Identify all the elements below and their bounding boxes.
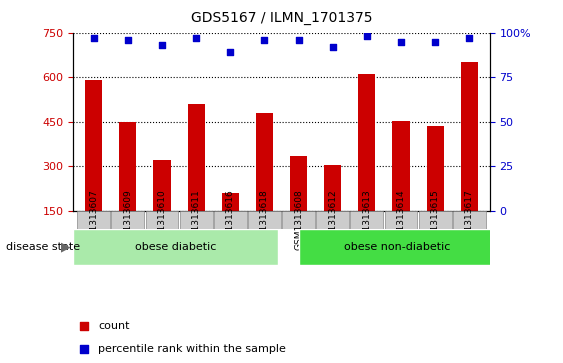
Text: GSM1313607: GSM1313607	[89, 189, 98, 250]
Text: GSM1313618: GSM1313618	[260, 189, 269, 250]
FancyBboxPatch shape	[180, 211, 212, 229]
FancyBboxPatch shape	[385, 211, 417, 229]
Text: GSM1313609: GSM1313609	[123, 189, 132, 250]
Bar	[461, 62, 478, 255]
Text: obese non-diabetic: obese non-diabetic	[345, 242, 451, 252]
Text: GDS5167 / ILMN_1701375: GDS5167 / ILMN_1701375	[191, 11, 372, 25]
Point	[294, 37, 303, 43]
Bar	[222, 193, 239, 255]
FancyBboxPatch shape	[214, 211, 247, 229]
FancyBboxPatch shape	[351, 211, 383, 229]
Bar	[85, 80, 102, 255]
FancyBboxPatch shape	[146, 211, 178, 229]
Point	[328, 44, 337, 50]
Bar	[358, 74, 376, 255]
Point	[123, 37, 132, 43]
Text: GSM1313611: GSM1313611	[191, 189, 200, 250]
Text: GSM1313610: GSM1313610	[158, 189, 167, 250]
Text: GSM1313613: GSM1313613	[363, 189, 372, 250]
Point	[158, 42, 167, 48]
Point	[226, 49, 235, 55]
Point	[260, 37, 269, 43]
Bar	[392, 121, 409, 255]
FancyBboxPatch shape	[419, 211, 452, 229]
Point	[431, 38, 440, 44]
FancyBboxPatch shape	[73, 229, 278, 265]
Point	[191, 35, 200, 41]
Bar	[119, 122, 136, 255]
Text: disease state: disease state	[6, 242, 83, 252]
FancyBboxPatch shape	[453, 211, 486, 229]
Point	[465, 35, 474, 41]
Bar	[187, 104, 205, 255]
FancyBboxPatch shape	[298, 229, 517, 265]
Point	[396, 38, 405, 44]
Text: GSM1313612: GSM1313612	[328, 189, 337, 250]
Text: obese diabetic: obese diabetic	[135, 242, 216, 252]
Point	[363, 33, 372, 39]
Point	[89, 35, 98, 41]
Text: percentile rank within the sample: percentile rank within the sample	[98, 344, 286, 354]
FancyBboxPatch shape	[248, 211, 281, 229]
Text: count: count	[98, 321, 129, 331]
Bar	[290, 156, 307, 255]
FancyBboxPatch shape	[282, 211, 315, 229]
Text: GSM1313615: GSM1313615	[431, 189, 440, 250]
Point	[372, 31, 381, 37]
FancyBboxPatch shape	[111, 211, 144, 229]
Point	[372, 238, 381, 244]
FancyBboxPatch shape	[316, 211, 349, 229]
Bar	[256, 113, 273, 255]
Bar	[154, 160, 171, 255]
Bar	[427, 126, 444, 255]
Text: GSM1313616: GSM1313616	[226, 189, 235, 250]
Text: GSM1313617: GSM1313617	[465, 189, 474, 250]
Bar	[324, 164, 341, 255]
Text: GSM1313608: GSM1313608	[294, 189, 303, 250]
Text: ▶: ▶	[61, 240, 70, 253]
Text: GSM1313614: GSM1313614	[396, 189, 405, 250]
FancyBboxPatch shape	[77, 211, 110, 229]
